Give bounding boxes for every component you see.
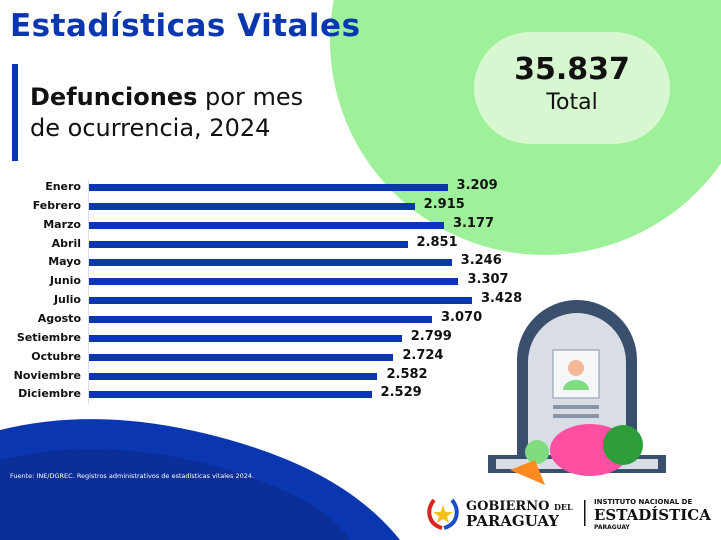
value-label: 2.799 <box>410 328 452 344</box>
bar-marzo <box>89 221 444 229</box>
paraguay-seal-icon <box>427 498 459 530</box>
page-title: Estadísticas Vitales <box>10 8 361 44</box>
value-label: 3.307 <box>467 272 509 288</box>
logos: GOBIERNO DEL PARAGUAY INSTITUTO NACIONAL… <box>426 492 716 536</box>
value-label: 3.177 <box>452 215 495 231</box>
bar-junio <box>89 278 459 286</box>
category-label: Enero <box>45 180 81 193</box>
ine-logo-top: INSTITUTO NACIONAL DE <box>594 498 692 506</box>
chart-subtitle: Defunciones por mes de ocurrencia, 2024 <box>30 82 303 144</box>
category-label: Abril <box>51 236 81 250</box>
total-badge <box>474 32 670 144</box>
category-label: Febrero <box>32 198 81 212</box>
total-value: 35.837 <box>514 52 630 87</box>
accent-bar <box>12 64 18 161</box>
bar-mayo <box>89 259 452 267</box>
gov-logo-text-bottom: PARAGUAY <box>466 512 559 530</box>
category-label: Julio <box>53 293 81 307</box>
category-label: Agosto <box>37 311 81 325</box>
tombstone-icon <box>488 300 666 485</box>
value-label: 2.582 <box>386 366 428 382</box>
category-label: Octubre <box>31 349 81 363</box>
subtitle-bold: Defunciones <box>30 83 198 111</box>
bar-enero <box>89 184 448 191</box>
value-label: 2.915 <box>423 196 465 212</box>
category-label: Diciembre <box>18 387 81 401</box>
total-label: Total <box>546 90 598 115</box>
value-label: 2.851 <box>416 234 458 250</box>
subtitle-rest: por mes <box>197 83 304 111</box>
bar-febrero <box>89 202 415 210</box>
bar-octubre <box>89 353 394 361</box>
category-label: Marzo <box>43 217 81 231</box>
bar-abril <box>89 240 408 248</box>
bar-setiembre <box>89 334 402 342</box>
value-label: 3.428 <box>481 291 523 307</box>
bar-diciembre <box>89 391 372 399</box>
bar-agosto <box>89 315 432 323</box>
subtitle-line2: de ocurrencia, 2024 <box>30 114 271 142</box>
ine-logo-main: ESTADÍSTICA <box>594 506 711 524</box>
category-label: Junio <box>49 274 81 288</box>
value-label: 3.209 <box>456 178 498 193</box>
y-axis-line <box>88 180 89 404</box>
value-label: 2.529 <box>380 385 422 401</box>
category-label: Noviembre <box>13 368 81 382</box>
gov-logo-text-top: GOBIERNO DEL <box>466 499 573 514</box>
category-label: Mayo <box>48 255 81 269</box>
bar-julio <box>89 297 472 305</box>
value-label: 2.724 <box>402 347 444 363</box>
bar-noviembre <box>89 372 378 380</box>
ine-logo-bottom: PARAGUAY <box>594 524 630 531</box>
value-label: 3.246 <box>460 253 502 269</box>
source-note: Fuente: INE/DGREC. Registros administrat… <box>10 472 255 480</box>
value-label: 3.070 <box>441 309 483 325</box>
category-label: Setiembre <box>16 330 81 344</box>
logos-graphic: GOBIERNO DEL PARAGUAY INSTITUTO NACIONAL… <box>427 498 711 531</box>
